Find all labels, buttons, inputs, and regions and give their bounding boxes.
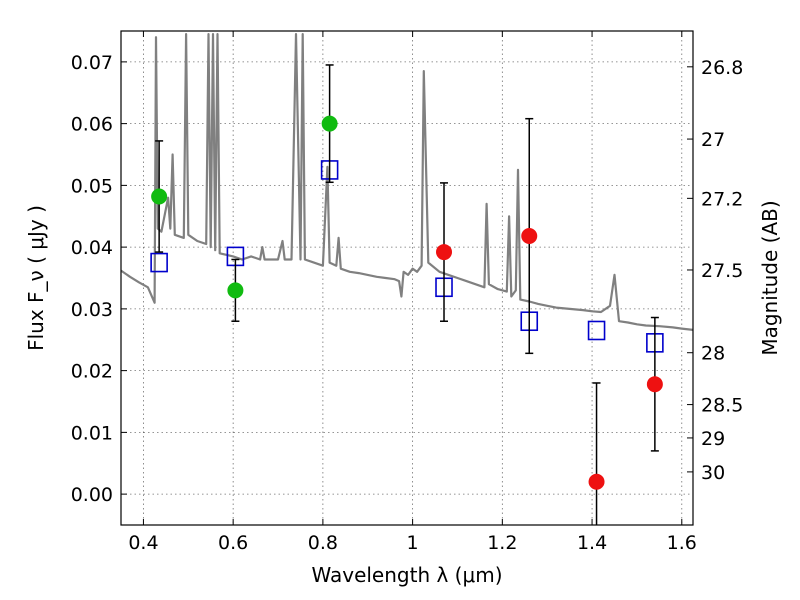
x-axis-label: Wavelength λ (μm) <box>311 563 502 587</box>
y-tick-label: 0.02 <box>71 361 113 383</box>
y-tick-label: 0.00 <box>71 484 113 506</box>
y-tick-label: 0.07 <box>71 52 113 74</box>
x-tick-label: 1.6 <box>667 532 697 554</box>
mag-tick-label: 28.5 <box>701 395 743 417</box>
mag-tick-label: 27.5 <box>701 260 743 282</box>
mag-tick-label: 27.2 <box>701 188 743 210</box>
mag-tick-label: 30 <box>701 462 725 484</box>
y-axis-label: Flux F_ν ( μJy ) <box>24 205 48 351</box>
mag-tick-label: 28 <box>701 343 725 365</box>
observed-points-green <box>151 115 338 299</box>
x-tick-labels: 0.4 0.6 0.8 1 1.2 1.4 1.6 <box>128 532 697 554</box>
magnitude-tick-labels: 26.8 27 27.2 27.5 28 28.5 29 30 <box>701 57 743 484</box>
spectrum-line <box>121 33 693 331</box>
y-tick-labels: 0.00 0.01 0.02 0.03 0.04 0.05 0.06 0.07 <box>71 52 113 506</box>
y-tick-label: 0.01 <box>71 422 113 444</box>
model-square <box>150 252 168 273</box>
red-point <box>646 376 663 393</box>
model-square <box>587 320 606 341</box>
plot-frame <box>120 30 694 526</box>
model-spectrum <box>121 33 693 331</box>
y-tick-label: 0.06 <box>71 114 113 136</box>
x-tick-label: 1 <box>407 532 419 554</box>
green-point <box>151 188 168 205</box>
green-point <box>227 282 244 299</box>
x-tick-label: 1.4 <box>577 532 607 554</box>
red-point <box>588 473 605 490</box>
y-tick-label: 0.05 <box>71 175 113 197</box>
x-tick-label: 0.8 <box>308 532 338 554</box>
red-point <box>521 228 538 245</box>
mag-tick-label: 29 <box>701 428 725 450</box>
plot-area <box>121 33 693 525</box>
observed-points-red <box>436 228 663 490</box>
y-axis-label-right: Magnitude (AB) <box>758 200 782 355</box>
red-point <box>436 244 453 261</box>
y-tick-label: 0.03 <box>71 299 113 321</box>
x-tick-label: 0.6 <box>218 532 248 554</box>
green-point <box>321 115 338 132</box>
y-tick-label: 0.04 <box>71 237 113 259</box>
mag-tick-label: 27 <box>701 129 725 151</box>
mag-tick-label: 26.8 <box>701 57 743 79</box>
x-tick-label: 0.4 <box>128 532 158 554</box>
axis-ticks <box>121 31 693 525</box>
x-tick-label: 1.2 <box>487 532 517 554</box>
